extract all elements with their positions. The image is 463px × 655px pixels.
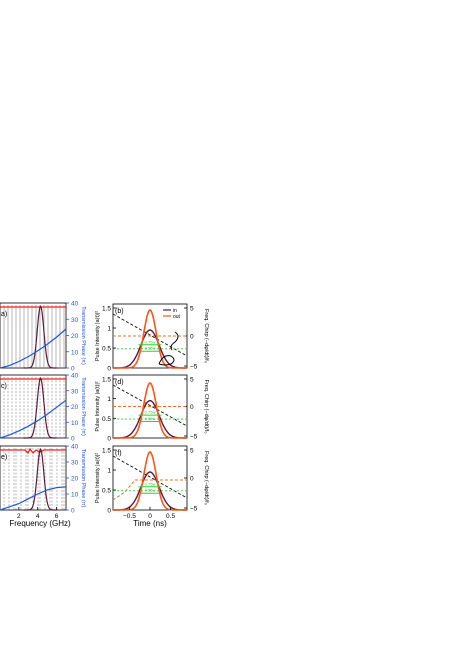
y2-tick-label: 10: [71, 349, 79, 356]
y2-tick-label: 30: [71, 317, 79, 324]
x-tick-label: −0.5: [123, 513, 136, 520]
pulse-in-curve: [113, 329, 187, 369]
level-label: 0.55w: [145, 416, 156, 421]
panel-letter: (d): [115, 379, 124, 386]
y2-tick-label: 10: [71, 420, 79, 427]
y2-tick-label: 20: [71, 333, 79, 340]
level-label: 0.55w: [145, 488, 156, 493]
spectrum-peak: [23, 448, 57, 511]
y-tick-label: 1.5: [102, 448, 111, 455]
y-tick-label: 0: [107, 436, 111, 443]
y2-tick-label: 0: [71, 366, 75, 373]
legend-label: in: [173, 308, 177, 314]
pulse-in-curve: [113, 399, 187, 439]
spectrum-peak: [23, 377, 57, 439]
annotation-loop: [158, 355, 175, 366]
y2-tick-label: 5: [190, 306, 194, 313]
level-label: 0.75w: [145, 339, 156, 344]
y2-tick-label: 10: [71, 492, 79, 499]
pulse-out-curve: [113, 309, 187, 369]
y2-tick-label: 20: [71, 476, 79, 483]
y2-axis-label: Freq. Chirp (−dφ/dt)/f₀: [203, 451, 209, 505]
y2-axis-label: Freq. Chirp (−dφ/dt)/f₀: [203, 380, 209, 434]
y-tick-label: 0.5: [102, 488, 111, 495]
panel-letter: (f): [115, 450, 122, 457]
y-tick-label: 1: [107, 396, 111, 403]
y-tick-label: 0.5: [102, 346, 111, 353]
magnitude-line: [0, 447, 66, 455]
y2-axis-label: Freq. Chirp (−dφ/dt)/f₀: [203, 309, 209, 363]
y2-axis-label: Transmission Phase (π): [80, 306, 86, 365]
right-x-axis-label: Time (ns): [133, 519, 167, 528]
pulse-in-curve: [113, 471, 187, 511]
y2-tick-label: 40: [71, 373, 79, 380]
y2-tick-label: −5: [190, 506, 198, 513]
transmission-phase-curve: [0, 328, 67, 369]
transmission-phase-curve: [0, 399, 67, 439]
y2-tick-label: 40: [71, 444, 79, 451]
right-panel-d: 0 0.5 1 1.5 5 0 −5 Pulse Intensity |a(t)|² Freq.…: [95, 374, 209, 443]
level-label: 0.55w: [145, 346, 156, 351]
x-tick-label: 4: [36, 513, 40, 520]
level-label: 0.75w: [145, 410, 156, 415]
y2-tick-label: 20: [71, 404, 79, 411]
spectrum-peak: [23, 305, 57, 369]
y-tick-label: 0.5: [102, 416, 111, 423]
y2-tick-label: 5: [190, 377, 194, 384]
panel-letter: a): [1, 311, 7, 318]
panel-letter: c): [1, 383, 7, 390]
y2-axis-label: Transmission Phase (π): [80, 377, 86, 436]
right-panel-f: 0 0.5 1 1.5 5 0 −5 Pulse Intensity |a(t)|² Freq.…: [95, 445, 209, 520]
x-tick-label: 2: [17, 513, 21, 520]
x-tick-label: 0: [148, 513, 152, 520]
y2-tick-label: 30: [71, 460, 79, 467]
y2-tick-label: −5: [190, 364, 198, 371]
x-tick-label: 6: [55, 513, 59, 520]
annotation-loop: [170, 331, 179, 351]
y-tick-label: 1: [107, 468, 111, 475]
y2-tick-label: −5: [190, 434, 198, 441]
panel-letter: (b): [115, 308, 124, 315]
y-axis-label: Pulse Intensity |a(t)|²: [95, 381, 101, 431]
y-tick-label: 1.5: [102, 376, 111, 383]
y2-tick-label: 0: [71, 508, 75, 515]
y2-tick-label: 0: [190, 404, 194, 411]
y-tick-label: 1.5: [102, 306, 111, 313]
transmission-phase-curve: [0, 486, 67, 511]
y2-tick-label: 0: [190, 334, 194, 341]
y-tick-label: 0: [107, 366, 111, 373]
y2-tick-label: 0: [71, 436, 75, 443]
level-label: 0.75w: [145, 481, 156, 486]
right-panel-b: 0 0.5 1 1.5 5 0 −5 Pulse Intensity |a(t)|² Freq.…: [95, 303, 209, 373]
y2-tick-label: 30: [71, 388, 79, 395]
panel-letter: e): [1, 454, 7, 461]
legend-label: out: [173, 314, 181, 320]
y2-tick-label: 5: [190, 448, 194, 455]
left-x-axis-label: Frequency (GHz): [9, 519, 71, 528]
x-tick-label: 0.5: [166, 513, 175, 520]
y-tick-label: 1: [107, 326, 111, 333]
y2-tick-label: 0: [190, 476, 194, 483]
y-tick-label: 0: [107, 508, 111, 515]
y-axis-label: Pulse Intensity |a(t)|²: [95, 453, 101, 503]
pulse-out-curve: [113, 381, 187, 439]
y-axis-label: Pulse Intensity |a(t)|²: [95, 311, 101, 361]
plot-frame: [112, 445, 188, 511]
pulse-out-curve: [113, 451, 187, 511]
chirp-out-line: [112, 479, 187, 501]
y2-tick-label: 40: [71, 301, 79, 308]
y2-axis-label: Transmission Phase (π): [80, 449, 86, 508]
